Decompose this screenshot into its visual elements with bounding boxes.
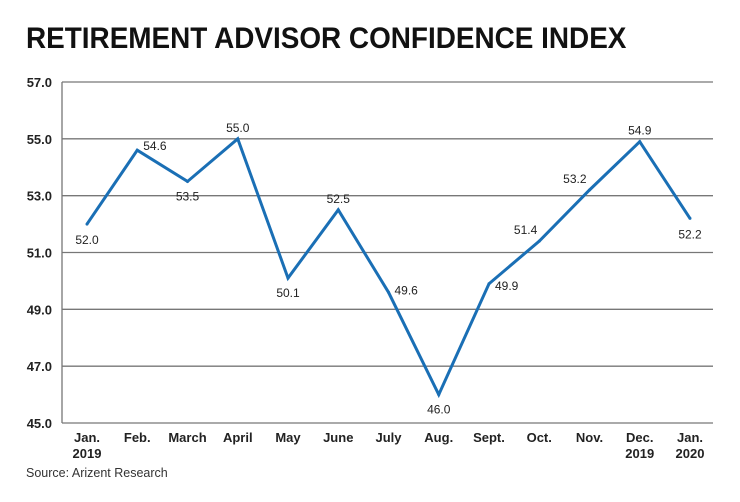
x-tick-label: Dec. — [626, 430, 653, 445]
x-tick-label: Jan. — [677, 430, 703, 445]
data-point — [588, 188, 591, 192]
x-tick-label: Aug. — [424, 430, 453, 445]
y-tick-label: 49.0 — [27, 302, 52, 317]
data-point — [537, 239, 541, 243]
data-point — [135, 148, 139, 152]
data-point — [487, 282, 491, 286]
x-tick-label: March — [168, 430, 206, 445]
x-tick-label: 2019 — [73, 446, 102, 461]
data-label: 49.6 — [395, 283, 419, 297]
series-line — [85, 136, 692, 399]
data-point — [236, 137, 240, 141]
data-label: 49.9 — [495, 279, 519, 293]
data-label: 52.0 — [75, 233, 99, 247]
data-label: 53.5 — [176, 189, 200, 203]
data-label: 55.0 — [226, 121, 250, 135]
y-tick-label: 55.0 — [27, 132, 52, 147]
x-tick-label: 2019 — [625, 446, 654, 461]
chart-title: RETIREMENT ADVISOR CONFIDENCE INDEX — [26, 22, 627, 55]
x-tick-label: July — [375, 430, 402, 445]
data-point — [186, 179, 189, 183]
x-tick-label: Nov. — [576, 430, 603, 445]
x-tick-label: May — [275, 430, 301, 445]
x-tick-label: April — [223, 430, 253, 445]
y-tick-label: 57.0 — [27, 75, 52, 90]
data-point — [387, 290, 390, 294]
x-tick-label: June — [323, 430, 353, 445]
x-tick-label: Sept. — [473, 430, 505, 445]
data-label: 54.9 — [628, 124, 652, 138]
x-tick-label: Jan. — [74, 430, 100, 445]
data-label: 51.4 — [514, 223, 538, 237]
y-tick-label: 47.0 — [27, 359, 52, 374]
data-point — [286, 276, 290, 280]
data-point — [85, 222, 89, 226]
data-point — [688, 216, 692, 220]
y-tick-label: 51.0 — [27, 246, 52, 261]
y-tick-label: 53.0 — [27, 189, 52, 204]
x-tick-label: 2020 — [676, 446, 705, 461]
data-label: 46.0 — [427, 403, 451, 417]
data-label: 54.6 — [143, 139, 167, 153]
data-point — [638, 140, 642, 144]
data-label: 52.2 — [678, 227, 702, 241]
y-tick-label: 45.0 — [27, 416, 52, 431]
data-point — [336, 208, 340, 212]
source-note: Source: Arizent Research — [26, 466, 168, 480]
data-label: 50.1 — [276, 286, 300, 300]
data-label: 53.2 — [563, 172, 587, 186]
x-tick-label: Oct. — [527, 430, 552, 445]
x-tick-label: Feb. — [124, 430, 151, 445]
data-label: 52.5 — [327, 192, 351, 206]
data-point — [437, 393, 441, 397]
